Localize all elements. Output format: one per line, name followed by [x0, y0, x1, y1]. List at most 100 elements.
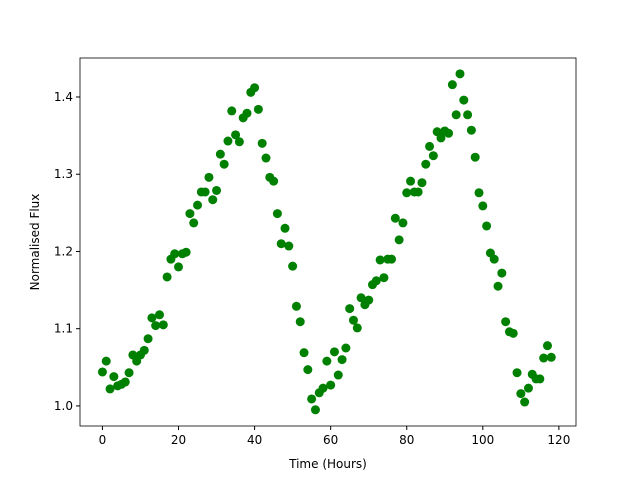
point — [124, 368, 134, 378]
point — [375, 255, 385, 265]
point — [269, 176, 279, 186]
point — [493, 281, 503, 291]
point — [97, 367, 107, 377]
point — [406, 176, 416, 186]
point — [158, 320, 168, 330]
point — [193, 200, 203, 210]
x-tick-label: 0 — [99, 433, 107, 447]
point — [451, 110, 461, 120]
point — [523, 383, 533, 393]
point — [303, 365, 313, 375]
point — [322, 356, 332, 366]
point — [459, 95, 469, 105]
point — [215, 149, 225, 159]
point — [474, 188, 484, 198]
point — [139, 345, 149, 355]
point — [489, 254, 499, 264]
point — [257, 138, 267, 148]
point — [478, 201, 488, 211]
x-tick-label: 120 — [547, 433, 570, 447]
point — [466, 125, 476, 135]
point — [250, 83, 260, 93]
point — [109, 372, 119, 382]
point — [425, 141, 435, 151]
point — [105, 384, 115, 394]
y-tick-label: 1.3 — [54, 167, 73, 181]
point — [208, 195, 218, 205]
point — [234, 137, 244, 147]
y-axis-label: Normalised Flux — [28, 194, 42, 291]
point — [379, 273, 389, 283]
point — [413, 187, 423, 197]
y-tick-label: 1.4 — [54, 90, 73, 104]
point — [402, 188, 412, 198]
point — [333, 370, 343, 380]
point — [253, 104, 263, 114]
point — [242, 108, 252, 118]
point — [463, 110, 473, 120]
point — [470, 152, 480, 162]
plot-frame — [79, 57, 577, 427]
point — [387, 254, 397, 264]
point — [101, 356, 111, 366]
point — [542, 341, 552, 351]
point — [326, 380, 336, 390]
point — [291, 301, 301, 311]
point — [345, 304, 355, 314]
point — [394, 235, 404, 245]
point — [341, 343, 351, 353]
x-tick-label: 80 — [399, 433, 414, 447]
point — [436, 133, 446, 143]
point — [280, 223, 290, 233]
point — [162, 272, 172, 282]
x-tick-label: 40 — [247, 433, 262, 447]
point — [120, 377, 130, 387]
point — [535, 374, 545, 384]
point — [261, 153, 271, 163]
point — [546, 352, 556, 362]
point — [284, 241, 294, 251]
point — [204, 172, 214, 182]
point — [364, 295, 374, 305]
point — [231, 130, 241, 140]
point — [299, 348, 309, 358]
point — [272, 209, 282, 219]
point — [356, 293, 366, 303]
point — [200, 187, 210, 197]
x-tick-label: 60 — [323, 433, 338, 447]
point — [447, 80, 457, 90]
y-tick-label: 1.0 — [54, 399, 73, 413]
point — [497, 268, 507, 278]
point — [444, 128, 454, 138]
point — [482, 221, 492, 231]
point — [348, 315, 358, 325]
point — [337, 355, 347, 365]
point — [501, 317, 511, 327]
y-tick-label: 1.2 — [54, 244, 73, 258]
point — [174, 262, 184, 272]
point — [170, 249, 180, 259]
point — [227, 106, 237, 116]
point — [512, 368, 522, 378]
point — [212, 185, 222, 195]
point — [295, 317, 305, 327]
point — [151, 321, 161, 331]
point — [390, 213, 400, 223]
point — [318, 383, 328, 393]
x-tick-label: 20 — [171, 433, 186, 447]
x-axis-label: Time (Hours) — [288, 457, 367, 471]
point — [398, 218, 408, 228]
x-tick-label: 100 — [471, 433, 494, 447]
point — [508, 328, 518, 338]
point — [516, 389, 526, 399]
point — [219, 159, 229, 169]
point — [185, 209, 195, 219]
point — [371, 276, 381, 286]
point — [288, 261, 298, 271]
point — [520, 397, 530, 407]
point — [181, 247, 191, 257]
point — [310, 405, 320, 415]
point — [223, 136, 233, 146]
